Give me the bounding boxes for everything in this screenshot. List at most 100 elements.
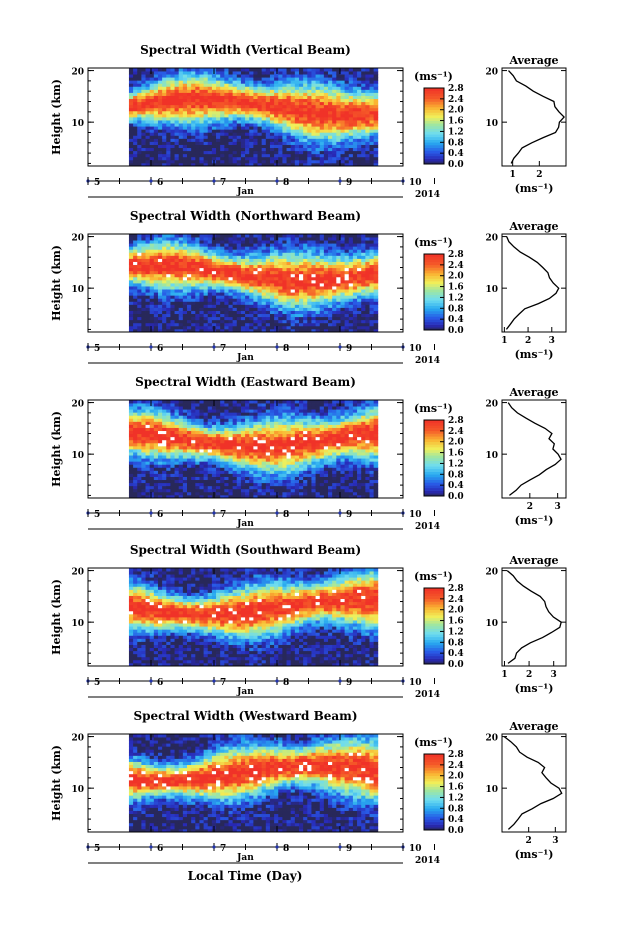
heatmap-cell — [178, 295, 184, 299]
heatmap-cell — [344, 153, 350, 158]
heatmap-cell — [203, 141, 209, 145]
heatmap-cell — [348, 83, 354, 87]
heatmap-cell — [128, 246, 134, 250]
heatmap-cell — [357, 276, 362, 281]
heatmap-cell — [261, 325, 267, 330]
heatmap-cell — [137, 117, 142, 121]
heatmap-cell — [145, 436, 151, 441]
heatmap-cell — [170, 439, 175, 444]
heatmap-cell — [269, 86, 275, 90]
heatmap-cell — [203, 476, 209, 481]
heatmap-cell — [232, 240, 238, 244]
heatmap-cell — [153, 71, 159, 75]
heatmap-cell — [282, 301, 287, 305]
heatmap-cell — [211, 439, 217, 444]
heatmap-cell — [191, 264, 196, 269]
heatmap-cell — [137, 237, 142, 241]
heatmap-cell — [344, 98, 350, 103]
heatmap-cell — [153, 237, 159, 241]
heatmap-cell — [207, 400, 213, 404]
heatmap-cell — [224, 328, 229, 333]
heatmap-cell — [141, 141, 146, 145]
heatmap-cell — [365, 292, 370, 296]
heatmap-cell — [174, 71, 180, 75]
heatmap-cell — [245, 113, 250, 118]
heatmap-cell — [278, 316, 283, 321]
heatmap-cell — [373, 83, 379, 87]
heatmap-cell — [153, 120, 159, 124]
heatmap-cell — [328, 68, 333, 72]
heatmap-cell — [319, 313, 325, 318]
heatmap-cell — [240, 246, 246, 250]
heatmap-cell — [257, 276, 263, 281]
heatmap-cell — [311, 310, 316, 315]
heatmap-cell — [162, 452, 167, 456]
heatmap-cell — [257, 234, 263, 238]
heatmap-cell — [149, 427, 155, 432]
heatmap-cell — [299, 264, 304, 269]
heatmap-cell — [178, 467, 184, 471]
heatmap-cell — [323, 316, 329, 321]
heatmap-cell — [236, 418, 242, 422]
heatmap-cell — [332, 95, 337, 100]
heatmap-cell — [299, 156, 304, 161]
heatmap-cell — [257, 319, 263, 324]
heatmap-cell — [211, 292, 217, 296]
heatmap-cell — [220, 292, 225, 296]
heatmap-cell — [199, 491, 205, 496]
heatmap-cell — [328, 117, 333, 121]
heatmap-cell — [269, 156, 275, 161]
heatmap-cell — [128, 458, 134, 462]
heatmap-cell — [269, 117, 275, 121]
heatmap-cell — [315, 77, 321, 81]
heatmap-cell — [195, 258, 200, 262]
heatmap-cell — [261, 162, 267, 167]
heatmap-cell — [195, 461, 200, 465]
heatmap-cell — [319, 325, 325, 330]
heatmap-cell — [282, 92, 287, 96]
heatmap-cell — [357, 286, 362, 290]
heatmap-cell — [336, 286, 341, 290]
heatmap-cell — [174, 144, 180, 149]
heatmap-cell — [149, 485, 155, 490]
heatmap-cell — [340, 150, 346, 155]
heatmap-cell — [170, 156, 175, 161]
heatmap-cell — [361, 249, 366, 253]
heatmap-cell — [269, 283, 275, 287]
heatmap-cell — [195, 494, 200, 499]
heatmap-cell — [166, 117, 171, 121]
heatmap-cell — [170, 159, 175, 164]
heatmap-cell — [216, 138, 221, 142]
heatmap-cell — [141, 129, 146, 133]
heatmap-cell — [332, 313, 337, 318]
colorbar-segment — [424, 161, 444, 165]
heatmap-cell — [299, 276, 304, 281]
heatmap-cell — [199, 101, 205, 106]
heatmap-cell — [311, 322, 316, 327]
heatmap-cell — [170, 467, 175, 471]
heatmap-cell — [203, 110, 209, 115]
heatmap-cell — [249, 307, 254, 311]
heatmap-cell — [232, 258, 238, 262]
heatmap-cell — [195, 74, 200, 78]
heatmap-cell — [290, 243, 296, 247]
heatmap-cell — [153, 126, 159, 130]
heatmap-cell — [166, 252, 171, 256]
heatmap-cell — [195, 141, 200, 145]
heatmap-cell — [182, 464, 188, 468]
heatmap-cell — [216, 156, 221, 161]
heatmap-cell — [236, 270, 242, 275]
heatmap-cell — [274, 68, 279, 72]
heatmap-cell — [265, 113, 271, 118]
heatmap-cell — [199, 113, 205, 118]
heatmap-cell — [195, 129, 200, 133]
colorbar-segment — [424, 294, 444, 298]
heatmap-cell — [178, 485, 184, 490]
colorbar-segment — [424, 107, 444, 111]
heatmap-cell — [199, 449, 205, 453]
heatmap-cell — [187, 403, 192, 407]
heatmap-cell — [352, 252, 358, 256]
heatmap-cell — [340, 98, 346, 103]
heatmap-cell — [323, 83, 329, 87]
heatmap-cell — [332, 138, 337, 142]
